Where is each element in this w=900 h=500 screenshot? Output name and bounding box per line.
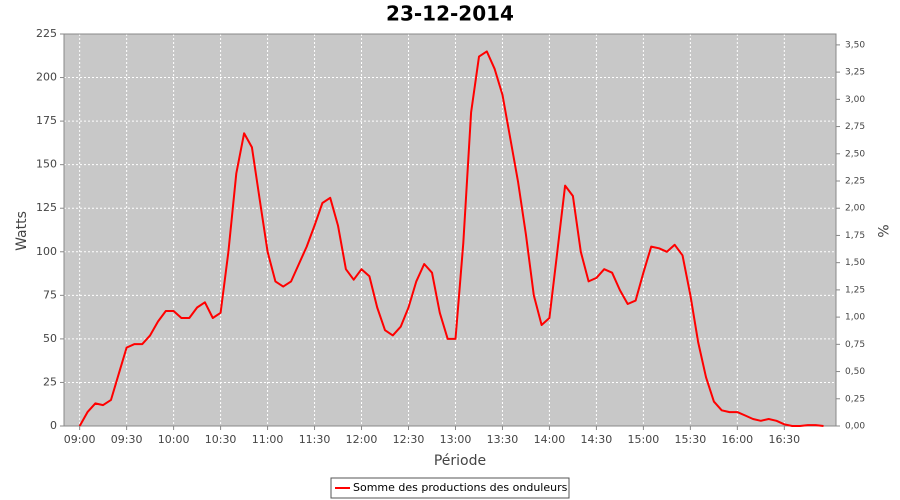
y-tick-label: 50 (43, 332, 57, 345)
x-tick-label: 15:00 (628, 433, 660, 446)
y2-tick-label: 1,25 (845, 285, 865, 295)
y-tick-label: 225 (36, 27, 57, 40)
y2-tick-label: 1,00 (845, 313, 865, 323)
y2-tick-label: 2,25 (845, 177, 865, 187)
x-tick-label: 09:00 (64, 433, 96, 446)
y2-tick-label: 0,25 (845, 394, 865, 404)
data-line (78, 50, 824, 427)
plot-border (63, 33, 837, 427)
y-tick-label: 25 (43, 375, 57, 388)
legend-box (330, 477, 570, 499)
x-axis-label: Période (434, 453, 486, 469)
x-tick-label: 14:30 (581, 433, 613, 446)
x-tick-label: 10:00 (158, 433, 190, 446)
y-tick-label: 150 (36, 158, 57, 171)
plot-area (64, 34, 836, 426)
y-tick-label: 175 (36, 114, 57, 127)
y-tick-label: 100 (36, 245, 57, 258)
y2-tick-label: 2,00 (845, 204, 865, 214)
y-tick-label: 200 (36, 71, 57, 84)
y2-tick-label: 2,75 (845, 122, 865, 132)
y2-tick-label: 1,50 (845, 258, 865, 268)
x-tick-label: 13:30 (487, 433, 519, 446)
x-tick-label: 10:30 (205, 433, 237, 446)
y-axis-label: Watts (14, 211, 30, 251)
y2-axis-label: % (874, 224, 890, 237)
y2-tick-label: 3,00 (845, 95, 865, 105)
x-tick-label: 16:30 (768, 433, 800, 446)
x-tick-label: 16:00 (721, 433, 753, 446)
x-tick-label: 14:00 (534, 433, 566, 446)
x-tick-label: 09:30 (111, 433, 143, 446)
y2-tick-label: 0,50 (845, 367, 865, 377)
y2-tick-label: 2,50 (845, 149, 865, 159)
y-tick-label: 125 (36, 201, 57, 214)
y2-tick-label: 1,75 (845, 231, 865, 241)
y-tick-label: 75 (43, 288, 57, 301)
x-tick-label: 11:30 (299, 433, 331, 446)
chart-title: 23-12-2014 (386, 2, 514, 26)
x-tick-label: 12:00 (346, 433, 378, 446)
x-tick-label: 13:00 (440, 433, 472, 446)
x-tick-label: 12:30 (393, 433, 425, 446)
legend: Somme des productions des onduleurs (330, 477, 570, 499)
y2-tick-label: 3,25 (845, 68, 865, 78)
x-tick-label: 15:30 (675, 433, 707, 446)
x-tick-label: 11:00 (252, 433, 284, 446)
y2-tick-label: 0,75 (845, 340, 865, 350)
y2-tick-label: 3,50 (845, 40, 865, 50)
legend-label: Somme des productions des onduleurs (353, 481, 568, 494)
y2-tick-label: 0,00 (845, 422, 865, 432)
y-tick-label: 0 (50, 419, 57, 432)
